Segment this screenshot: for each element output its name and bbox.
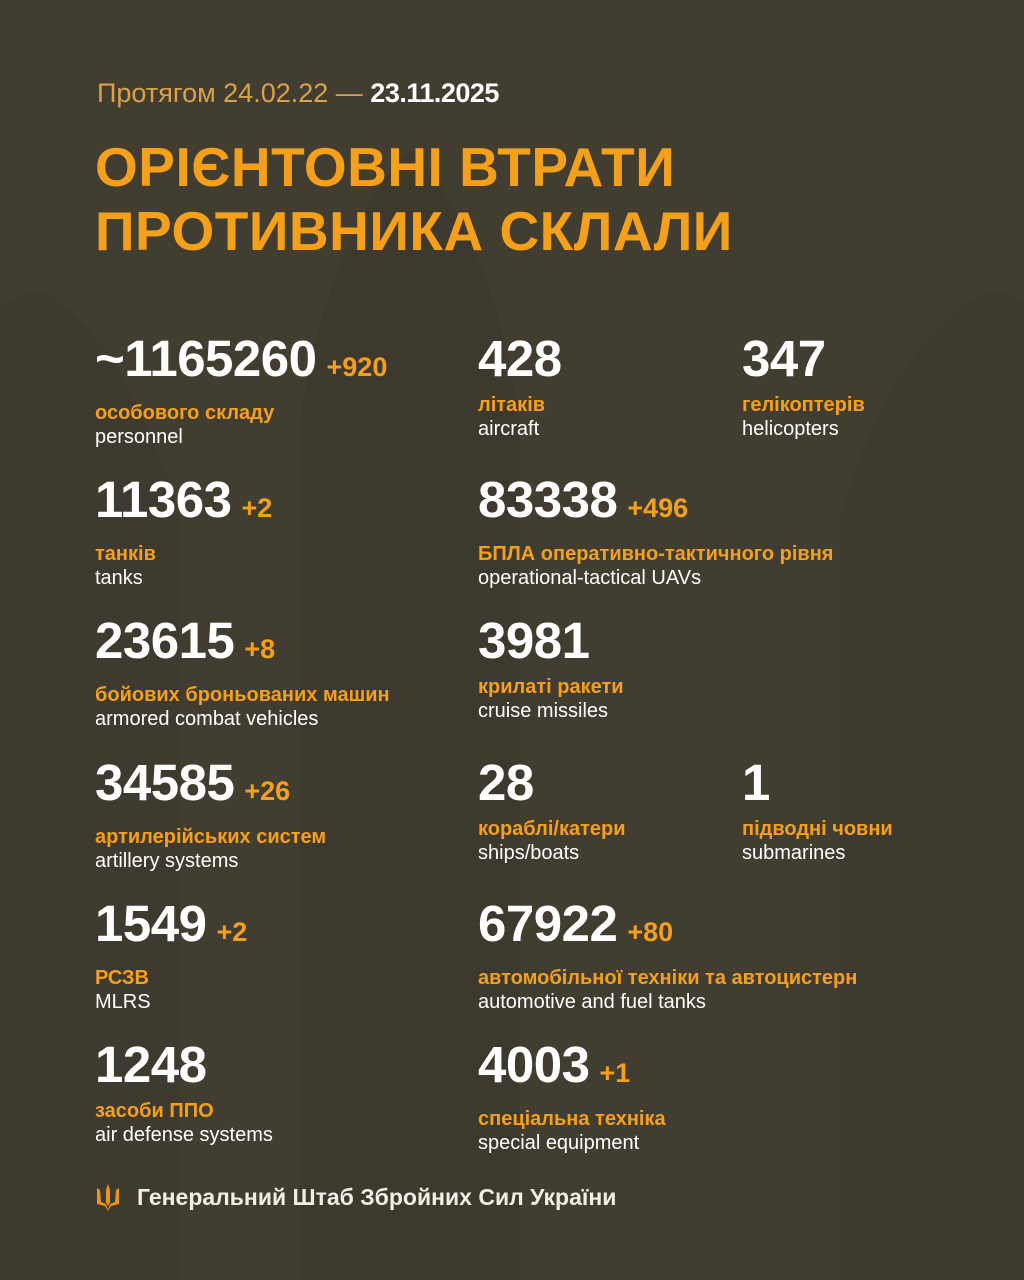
stat-number: 1549	[95, 895, 207, 952]
stat-air-defense-systems: 1248 засоби ППО air defense systems	[95, 1037, 273, 1147]
stat-number: 11363	[95, 471, 232, 528]
stat-label-en: artillery systems	[95, 850, 239, 872]
stat-label-ua: БПЛА оперативно-тактичного рівня	[478, 543, 834, 565]
stat-number: 67922	[478, 895, 618, 952]
stat-label-ua: артилерійських систем	[95, 826, 327, 848]
stat-delta: +920	[326, 352, 388, 382]
title-line: ПРОТИВНИКА СКЛАЛИ	[95, 200, 733, 262]
stat-number: 428	[478, 330, 562, 387]
stat-tanks: 11363 +2 танків tanks	[95, 472, 272, 590]
stat-delta: +80	[627, 917, 674, 947]
stat-number: 23615	[95, 612, 235, 669]
stat-number: 347	[742, 330, 826, 387]
stat-value: 28	[478, 755, 626, 811]
stat-delta: +2	[216, 917, 248, 947]
stat-value: 67922 +80	[478, 896, 857, 960]
period-prefix: Протягом 24.02.22 —	[97, 78, 363, 108]
stat-delta: +496	[627, 493, 689, 523]
stat-personnel: ~1165260 +920 особового складу personnel	[95, 331, 387, 449]
stat-label-en: ships/boats	[478, 842, 580, 864]
stat-label-en: tanks	[95, 567, 143, 589]
stat-number: 1	[742, 754, 770, 811]
stat-ships-boats: 28 кораблі/катери ships/boats	[478, 755, 626, 865]
stat-label-en: aircraft	[478, 418, 540, 440]
stat-delta: +26	[244, 776, 291, 806]
stat-aircraft: 428 літаків aircraft	[478, 331, 562, 441]
stat-label-ua: гелікоптерів	[742, 394, 865, 416]
stat-delta: +8	[244, 634, 276, 664]
stat-mlrs: 1549 +2 РСЗВ MLRS	[95, 896, 247, 1014]
stat-operational-tactical-uavs: 83338 +496 БПЛА оперативно-тактичного рів…	[478, 472, 833, 590]
stat-label-ua: кораблі/катери	[478, 818, 626, 840]
stat-value: 1	[742, 755, 893, 811]
stat-value: 347	[742, 331, 865, 387]
stat-value: 23615 +8	[95, 613, 390, 677]
stat-submarines: 1 підводні човни submarines	[742, 755, 893, 865]
stat-label-en: cruise missiles	[478, 700, 609, 722]
stat-cruise-missiles: 3981 крилаті ракети cruise missiles	[478, 613, 624, 723]
stat-helicopters: 347 гелікоптерів helicopters	[742, 331, 865, 441]
stat-value: 11363 +2	[95, 472, 272, 536]
stat-number: 28	[478, 754, 534, 811]
stat-label-ua: літаків	[478, 394, 546, 416]
stat-number: 3981	[478, 612, 590, 669]
title-line: ОРІЄНТОВНІ ВТРАТИ	[95, 136, 676, 198]
stat-number: 1248	[95, 1036, 207, 1093]
period: Протягом 24.02.22 — 23.11.2025	[97, 78, 499, 109]
page-title: ОРІЄНТОВНІ ВТРАТИ ПРОТИВНИКА СКЛАЛИ	[95, 135, 733, 263]
stat-delta: +1	[599, 1058, 631, 1088]
stat-label-en: MLRS	[95, 991, 151, 1013]
stat-number: 34585	[95, 754, 235, 811]
stat-label-en: air defense systems	[95, 1124, 273, 1146]
stat-number: 4003	[478, 1036, 590, 1093]
stat-value: 34585 +26	[95, 755, 326, 819]
stat-value: 3981	[478, 613, 624, 669]
stat-automotive-and-fuel-tanks: 67922 +80 автомобільної техніки та автоци…	[478, 896, 857, 1014]
footer-text: Генеральний Штаб Збройних Сил України	[137, 1183, 617, 1210]
stat-label-ua: крилаті ракети	[478, 676, 624, 698]
stat-label-ua: особового складу	[95, 402, 275, 424]
stat-value: 1248	[95, 1037, 273, 1093]
trident-icon	[97, 1184, 119, 1211]
stat-label-ua: автомобільної техніки та автоцистерн	[478, 967, 858, 989]
stat-label-en: personnel	[95, 426, 183, 448]
stat-label-en: helicopters	[742, 418, 839, 440]
stat-number: 83338	[478, 471, 618, 528]
stat-value: 428	[478, 331, 562, 387]
stat-label-ua: спеціальна техніка	[478, 1108, 666, 1130]
stat-number: ~1165260	[95, 330, 317, 387]
stat-label-en: operational-tactical UAVs	[478, 567, 702, 589]
stat-value: ~1165260 +920	[95, 331, 387, 395]
stat-value: 4003 +1	[478, 1037, 666, 1101]
period-end: 23.11.2025	[370, 78, 499, 108]
stat-label-ua: підводні човни	[742, 818, 893, 840]
stat-label-ua: бойових броньованих машин	[95, 684, 390, 706]
stat-label-en: automotive and fuel tanks	[478, 991, 706, 1013]
footer: Генеральний Штаб Збройних Сил України	[95, 1182, 616, 1212]
stat-label-en: armored combat vehicles	[95, 708, 319, 730]
stat-value: 1549 +2	[95, 896, 247, 960]
stat-label-ua: танків	[95, 543, 156, 565]
stat-value: 83338 +496	[478, 472, 833, 536]
stat-special-equipment: 4003 +1 спеціальна техніка special equipm…	[478, 1037, 666, 1155]
stat-label-en: special equipment	[478, 1132, 640, 1154]
stat-artillery-systems: 34585 +26 артилерійських систем artillery…	[95, 755, 326, 873]
stat-label-ua: РСЗВ	[95, 967, 149, 989]
stat-label-ua: засоби ППО	[95, 1100, 214, 1122]
stat-label-en: submarines	[742, 842, 846, 864]
stat-armored-combat-vehicles: 23615 +8 бойових броньованих машин armore…	[95, 613, 390, 731]
stat-delta: +2	[241, 493, 273, 523]
